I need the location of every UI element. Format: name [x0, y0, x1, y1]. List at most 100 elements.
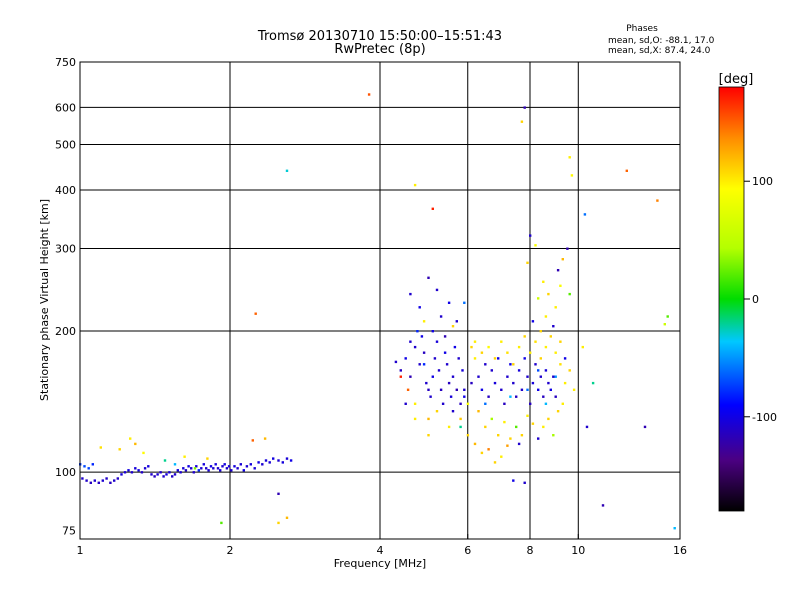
- data-point: [281, 461, 284, 464]
- data-point: [559, 340, 562, 343]
- data-point: [212, 467, 215, 470]
- data-point: [134, 467, 137, 470]
- data-point: [531, 320, 535, 323]
- data-point: [523, 481, 526, 484]
- data-point: [663, 323, 666, 326]
- data-point: [477, 375, 480, 378]
- data-point: [542, 425, 545, 429]
- data-point: [221, 465, 224, 468]
- data-point: [193, 467, 197, 470]
- data-point: [503, 420, 506, 424]
- chart-title-line-1: Tromsø 20130710 15:50:00–15:51:43: [257, 29, 502, 44]
- data-point: [441, 402, 445, 405]
- data-point: [404, 402, 407, 405]
- data-point: [85, 479, 88, 482]
- data-point: [443, 335, 447, 338]
- data-point: [487, 395, 490, 398]
- data-point: [566, 247, 569, 250]
- data-point: [427, 276, 430, 279]
- data-point: [418, 363, 421, 366]
- data-point: [137, 469, 140, 472]
- data-point: [531, 422, 535, 425]
- data-point: [531, 381, 535, 385]
- data-point: [451, 410, 455, 413]
- data-point: [168, 471, 171, 474]
- data-point: [534, 340, 537, 343]
- data-point: [429, 395, 432, 398]
- data-point: [153, 475, 156, 478]
- data-point: [249, 463, 252, 466]
- data-point: [493, 357, 497, 360]
- data-point: [447, 425, 451, 429]
- data-point: [113, 479, 116, 482]
- data-point: [272, 457, 275, 460]
- data-point: [512, 381, 515, 385]
- data-point: [470, 381, 473, 385]
- data-point: [544, 369, 548, 372]
- data-point: [101, 479, 104, 482]
- y-tick-label: 75: [62, 525, 76, 538]
- data-point: [127, 469, 130, 472]
- data-point: [656, 199, 659, 202]
- data-point: [182, 467, 185, 470]
- data-point: [190, 467, 193, 470]
- data-point: [413, 183, 417, 187]
- data-point: [97, 481, 100, 484]
- data-point: [449, 395, 453, 398]
- data-point: [549, 388, 552, 391]
- data-point: [120, 473, 123, 476]
- data-point: [490, 417, 493, 421]
- y-tick-label: 500: [55, 139, 76, 152]
- data-point: [165, 473, 168, 476]
- x-tick-label: 16: [673, 544, 687, 557]
- data-point: [277, 521, 280, 525]
- data-point: [463, 395, 466, 398]
- data-point: [547, 381, 550, 385]
- data-point: [142, 451, 145, 455]
- x-tick-label: 2: [227, 544, 234, 557]
- data-point: [484, 402, 487, 405]
- data-point: [409, 375, 412, 378]
- data-point: [544, 345, 548, 349]
- data-point: [150, 473, 153, 476]
- data-point: [242, 469, 245, 472]
- data-point: [459, 425, 462, 429]
- data-point: [99, 446, 102, 449]
- data-point: [277, 492, 280, 495]
- data-point: [163, 459, 167, 462]
- data-point: [159, 471, 162, 474]
- data-point: [537, 388, 540, 391]
- data-point: [537, 437, 540, 440]
- data-point: [130, 471, 134, 474]
- chart-title-line-2: RwPretec (8p): [334, 42, 425, 57]
- data-point: [431, 330, 434, 333]
- data-point: [435, 410, 439, 413]
- data-point: [484, 363, 487, 366]
- data-point: [173, 473, 177, 476]
- data-point: [277, 459, 280, 462]
- colorbar-tick-label: 100: [752, 175, 773, 188]
- data-point: [568, 292, 571, 296]
- data-point: [420, 335, 424, 338]
- data-point: [140, 471, 144, 474]
- data-point: [585, 425, 589, 429]
- data-point: [537, 369, 540, 372]
- data-point: [509, 395, 512, 398]
- data-point: [413, 402, 417, 405]
- data-point: [520, 120, 524, 123]
- data-point: [463, 301, 466, 304]
- y-tick-label: 200: [55, 325, 76, 338]
- data-point: [500, 388, 503, 391]
- data-point: [233, 465, 236, 468]
- data-point: [537, 297, 540, 300]
- data-point: [561, 258, 564, 261]
- data-point: [236, 467, 239, 470]
- data-point: [216, 467, 220, 470]
- data-point: [520, 388, 524, 391]
- data-point: [556, 410, 560, 413]
- data-point: [206, 457, 209, 460]
- data-point: [463, 388, 466, 391]
- data-point: [547, 292, 550, 296]
- data-point: [184, 469, 188, 472]
- data-point: [413, 417, 417, 421]
